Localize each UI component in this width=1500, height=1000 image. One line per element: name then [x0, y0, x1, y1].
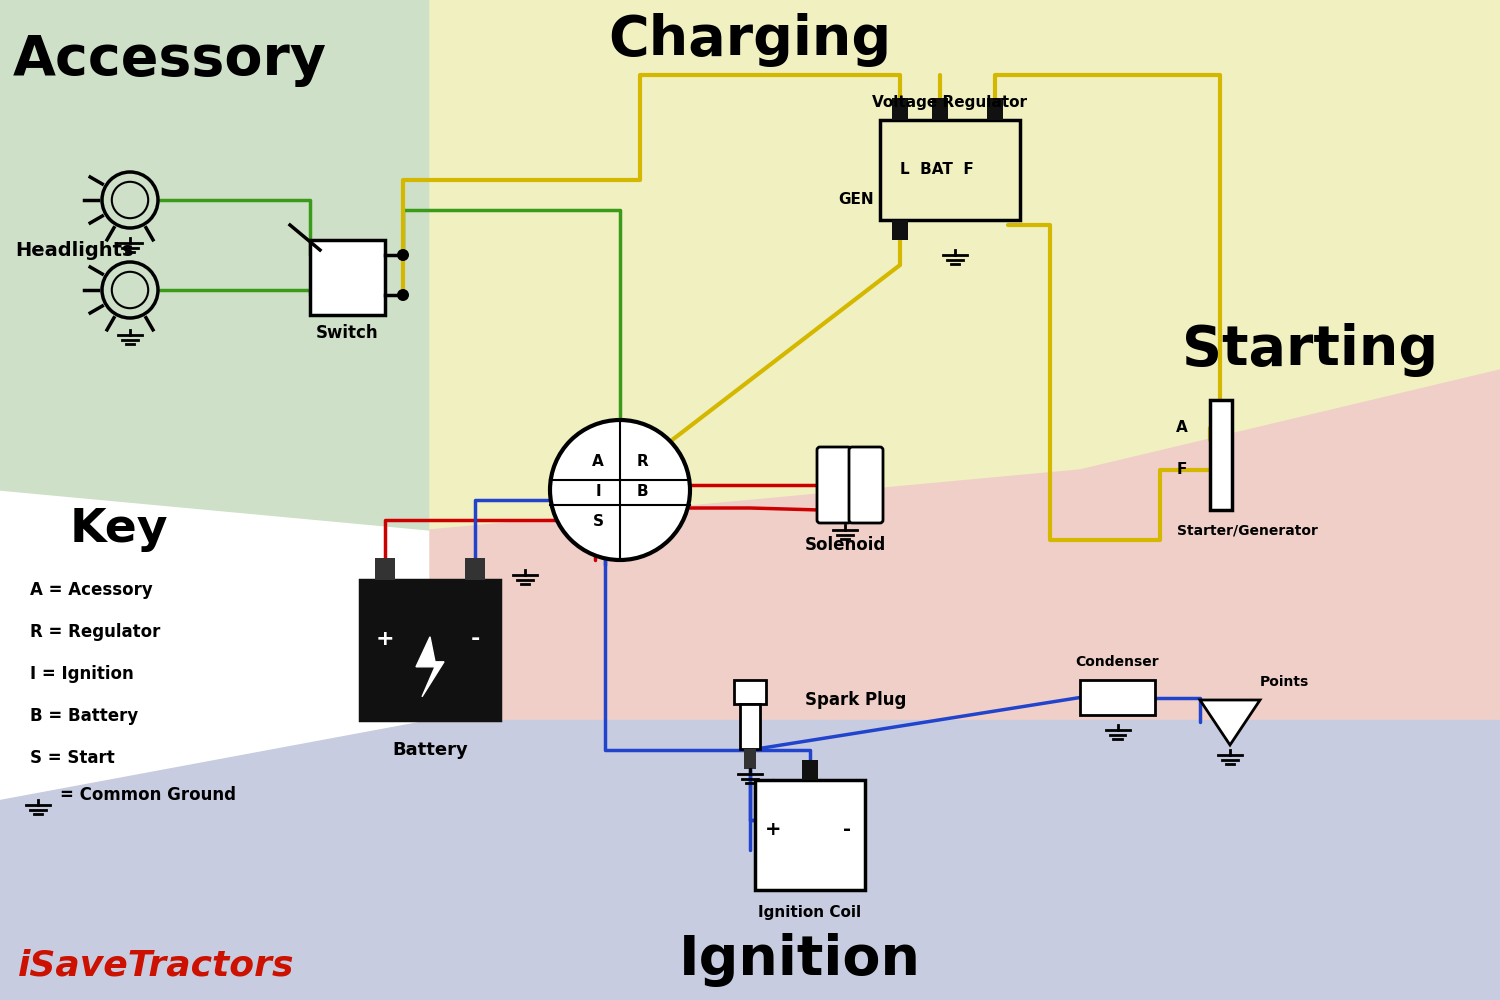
Bar: [360, 580, 500, 720]
Text: +: +: [375, 629, 394, 649]
Bar: [754, 780, 865, 890]
Text: S: S: [592, 514, 603, 530]
Text: +: +: [765, 820, 782, 839]
Text: Accessory: Accessory: [13, 33, 327, 87]
Text: -: -: [471, 629, 480, 649]
Polygon shape: [416, 637, 444, 697]
Bar: [734, 680, 766, 704]
Bar: [744, 749, 756, 769]
Text: B = Battery: B = Battery: [30, 707, 138, 725]
Circle shape: [398, 249, 410, 261]
Bar: [802, 760, 818, 780]
Text: B: B: [636, 485, 648, 499]
Text: Voltage Regulator: Voltage Regulator: [873, 95, 1028, 109]
Text: Ignition Coil: Ignition Coil: [759, 904, 861, 920]
Bar: [310, 240, 386, 315]
FancyBboxPatch shape: [849, 447, 883, 523]
Polygon shape: [430, 0, 1500, 530]
Text: GEN: GEN: [839, 192, 873, 208]
Text: Condenser: Condenser: [1076, 655, 1160, 669]
Text: A: A: [1176, 420, 1188, 436]
Bar: [740, 704, 760, 749]
Text: Spark Plug: Spark Plug: [806, 691, 906, 709]
Bar: [987, 98, 1004, 120]
Text: R = Regulator: R = Regulator: [30, 623, 160, 641]
Text: I: I: [596, 485, 602, 499]
Bar: [892, 98, 908, 120]
Text: Battery: Battery: [392, 741, 468, 759]
Bar: [932, 98, 948, 120]
Text: I = Ignition: I = Ignition: [30, 665, 134, 683]
Bar: [892, 220, 908, 240]
Text: R: R: [636, 454, 648, 470]
Text: A: A: [592, 454, 604, 470]
Text: Starting: Starting: [1182, 323, 1438, 377]
Text: Ignition: Ignition: [680, 933, 921, 987]
Bar: [465, 558, 484, 580]
Bar: [1210, 400, 1231, 510]
Text: Key: Key: [70, 508, 168, 552]
Circle shape: [398, 289, 410, 301]
Text: = Common Ground: = Common Ground: [60, 786, 236, 804]
Polygon shape: [0, 0, 430, 530]
Text: A = Acessory: A = Acessory: [30, 581, 153, 599]
Text: iSaveTractors: iSaveTractors: [18, 948, 294, 982]
Bar: [880, 120, 1020, 220]
Text: Starter/Generator: Starter/Generator: [1176, 523, 1317, 537]
Bar: [375, 558, 394, 580]
Text: L  BAT  F: L BAT F: [900, 162, 974, 178]
Text: Switch: Switch: [316, 324, 380, 342]
Circle shape: [550, 420, 690, 560]
Text: Points: Points: [1260, 675, 1310, 689]
Text: Headlights: Headlights: [15, 240, 134, 259]
Bar: [1080, 680, 1155, 715]
Text: Charging: Charging: [609, 13, 891, 67]
Text: S = Start: S = Start: [30, 749, 114, 767]
Polygon shape: [430, 370, 1500, 720]
Polygon shape: [0, 720, 1500, 1000]
Text: -: -: [843, 820, 850, 839]
FancyBboxPatch shape: [818, 447, 850, 523]
Text: Solenoid: Solenoid: [804, 536, 885, 554]
Polygon shape: [1200, 700, 1260, 745]
Text: F: F: [1178, 462, 1186, 478]
